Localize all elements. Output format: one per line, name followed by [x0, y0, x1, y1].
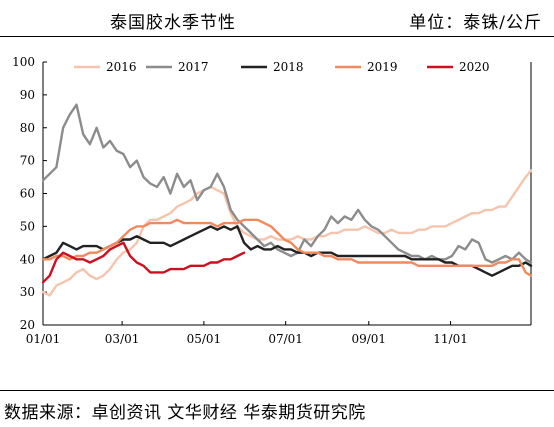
- line-chart: 20 30 40 50 60 70 80 90 100 01/01 03/01 05/01 07/01 0…: [12, 55, 533, 346]
- chart-title: 泰国胶水季节性: [110, 13, 236, 33]
- data-source: 数据来源：卓创资讯 文华财经 华泰期货研究院: [4, 403, 366, 423]
- y-tick-label: 30: [20, 285, 35, 299]
- y-tick-label: 50: [20, 219, 35, 233]
- x-tick-label: 05/01: [187, 332, 222, 346]
- x-tick-label: 01/01: [26, 332, 61, 346]
- y-tick-label: 80: [20, 121, 35, 135]
- top-divider: [0, 36, 554, 37]
- header: 泰国胶水季节性 单位：泰铢/公斤: [0, 0, 554, 34]
- series-line-2016: [41, 169, 533, 297]
- series-line-2019: [41, 218, 533, 277]
- series-line-2018: [41, 225, 533, 277]
- legend-label-2016: 2016: [106, 60, 137, 74]
- x-tick-label: 09/01: [351, 332, 386, 346]
- legend-label-2020: 2020: [459, 60, 490, 74]
- legend-label-2018: 2018: [273, 60, 304, 74]
- y-tick-label: 20: [20, 318, 35, 332]
- legend-label-2019: 2019: [367, 60, 398, 74]
- x-tick-label: 11/01: [433, 332, 468, 346]
- y-tick-label: 90: [20, 88, 35, 102]
- legend-label-2017: 2017: [178, 60, 209, 74]
- y-tick-label: 70: [20, 154, 35, 168]
- x-tick-label: 03/01: [105, 332, 140, 346]
- series-line-2017: [41, 103, 533, 264]
- y-tick-label: 60: [20, 187, 35, 201]
- unit-label: 单位：泰铢/公斤: [409, 13, 542, 33]
- series-line-2020: [41, 241, 246, 284]
- x-tick-label: 07/01: [268, 332, 303, 346]
- y-tick-label: 40: [20, 252, 35, 266]
- y-tick-label: 100: [12, 55, 35, 69]
- bottom-divider: [0, 390, 554, 391]
